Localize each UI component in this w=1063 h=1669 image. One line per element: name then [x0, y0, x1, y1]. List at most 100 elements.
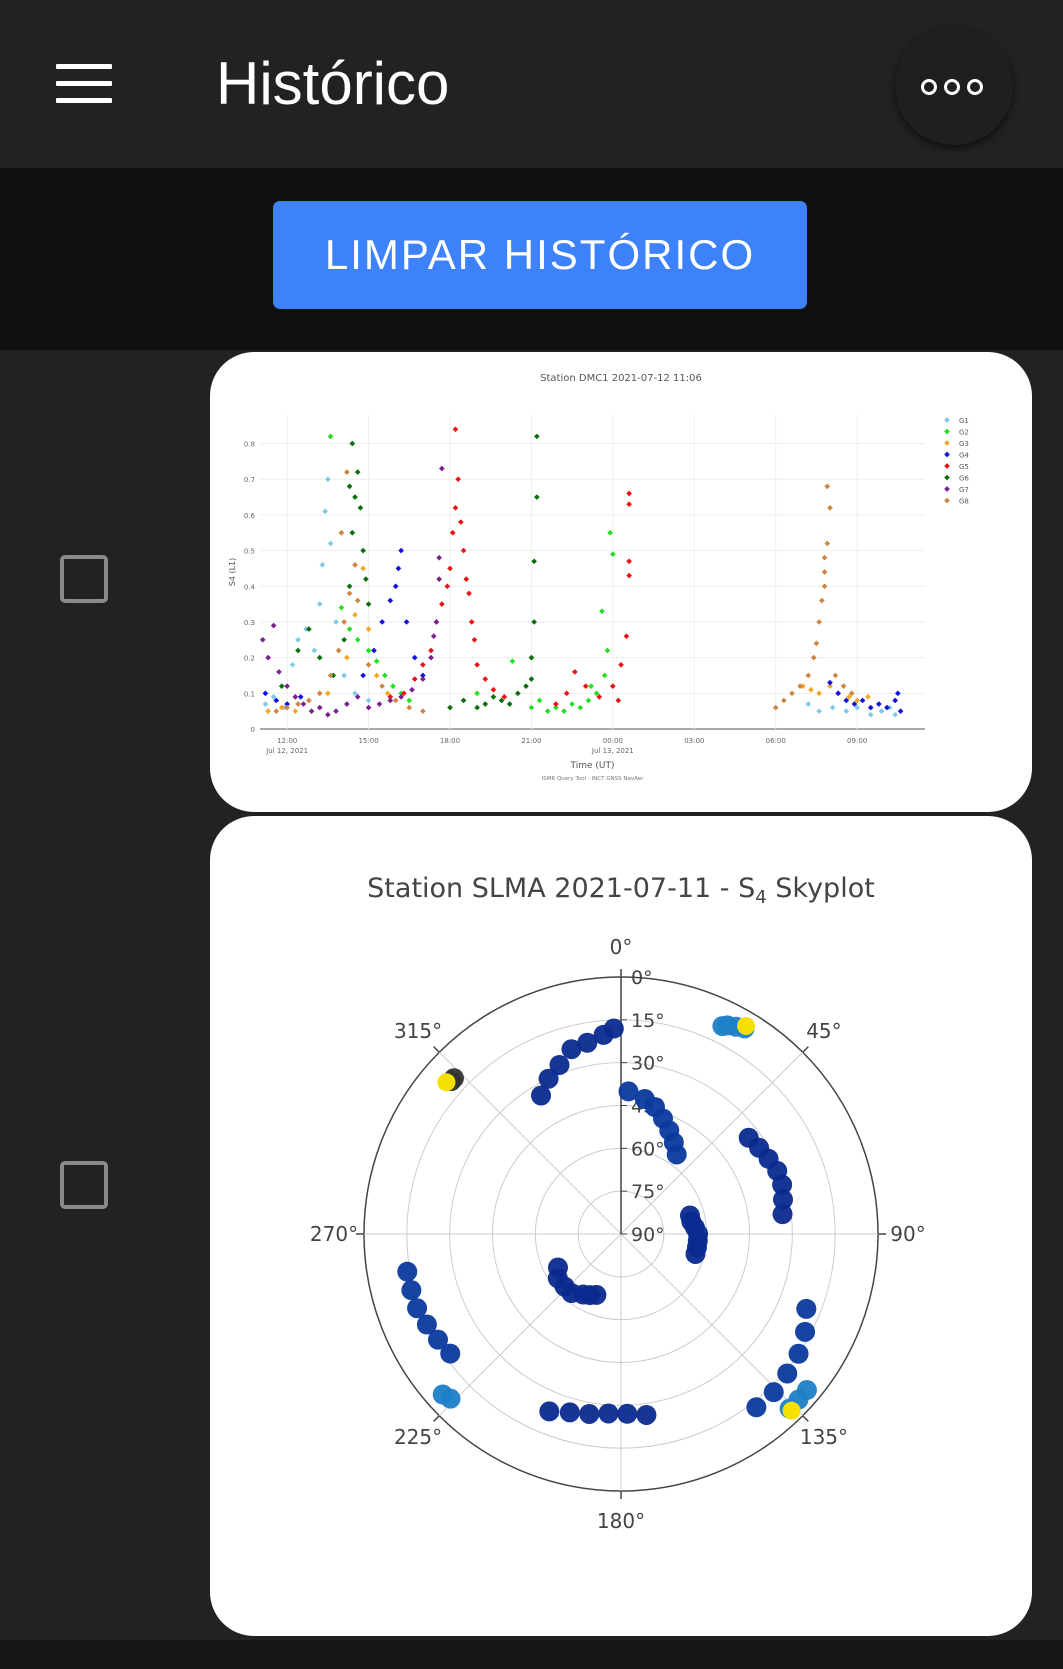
- data-point-g7: [409, 686, 415, 693]
- data-point-g6: [349, 440, 356, 447]
- data-point-g7: [300, 701, 307, 707]
- data-point-g5: [466, 590, 472, 597]
- data-point-g1: [867, 711, 874, 718]
- data-point-g6: [534, 494, 540, 500]
- satellite-point: [407, 1298, 428, 1319]
- data-point-g8: [392, 697, 399, 704]
- chart-card[interactable]: Station DMC1 2021-07-12 11:06 0 0.1 0.2 0.3 0…: [210, 352, 1032, 812]
- data-point-g8: [346, 590, 353, 597]
- data-point-g3: [325, 690, 331, 697]
- data-point-g6: [349, 529, 356, 536]
- satellite-point-high: [437, 1073, 456, 1092]
- data-point-g6: [482, 701, 489, 707]
- data-point-g6: [363, 576, 369, 582]
- satellite-point: [440, 1343, 461, 1364]
- clear-history-button[interactable]: LIMPAR HISTÓRICO: [273, 201, 807, 309]
- data-point-g1: [319, 562, 326, 568]
- data-point-g8: [824, 540, 831, 547]
- hamburger-menu-icon[interactable]: [56, 64, 112, 104]
- data-point-g2: [601, 672, 608, 679]
- data-point-g4: [867, 704, 874, 711]
- x-tick-label: 18:00: [440, 737, 460, 745]
- legend-entry: G4: [959, 452, 969, 460]
- data-point-g1: [325, 476, 331, 483]
- data-point-g3: [265, 708, 271, 714]
- data-point-g5: [626, 501, 632, 508]
- more-options-button[interactable]: [895, 27, 1013, 145]
- satellite-point-high: [782, 1401, 801, 1420]
- legend-marker: [944, 417, 950, 423]
- data-point-g1: [843, 708, 850, 714]
- data-point-g2: [553, 704, 559, 711]
- data-point-g2: [599, 608, 605, 615]
- data-point-g7: [376, 701, 383, 707]
- data-point-g8: [420, 708, 426, 714]
- data-point-g1: [327, 540, 334, 547]
- data-point-g8: [341, 619, 347, 625]
- legend-entry: G6: [959, 475, 969, 483]
- chart-title: Station DMC1 2021-07-12 11:06: [540, 373, 702, 384]
- data-point-g5: [420, 661, 426, 668]
- data-point-g2: [474, 690, 480, 697]
- data-point-g2: [346, 626, 353, 632]
- legend-marker: [944, 474, 950, 481]
- legend-marker: [944, 451, 950, 458]
- data-point-g4: [371, 647, 377, 654]
- data-point-g8: [805, 672, 812, 679]
- legend-marker: [944, 463, 950, 469]
- satellite-point: [539, 1401, 560, 1422]
- satellite-point: [603, 1018, 624, 1039]
- data-point-g8: [824, 483, 831, 490]
- data-point-g5: [447, 565, 453, 572]
- data-point-g7: [428, 654, 434, 661]
- data-point-g6: [531, 619, 537, 625]
- data-point-g4: [395, 565, 402, 572]
- satellite-point: [598, 1403, 619, 1424]
- data-point-g4: [360, 672, 366, 679]
- data-point-g8: [840, 683, 847, 690]
- data-point-g3: [865, 694, 871, 700]
- data-point-g7: [308, 708, 315, 714]
- radial-tick-label: 75°: [631, 1181, 665, 1203]
- satellite-point: [577, 1032, 598, 1053]
- data-point-g2: [354, 636, 361, 643]
- data-point-g3: [344, 654, 350, 661]
- data-point-g3: [846, 694, 852, 700]
- item-checkbox[interactable]: [60, 555, 108, 603]
- satellite-point: [795, 1321, 816, 1342]
- data-point-g4: [884, 704, 890, 711]
- data-point-g5: [452, 426, 459, 433]
- radial-tick-label: 0°: [631, 967, 653, 989]
- y-tick-label: 0.4: [244, 583, 256, 591]
- data-point-g5: [463, 576, 470, 582]
- item-checkbox[interactable]: [60, 1161, 108, 1209]
- data-point-g8: [781, 697, 787, 704]
- skyplot-card[interactable]: Station SLMA 2021-07-11 - S4 Skyplot 0° 15…: [210, 816, 1032, 1636]
- data-point-g5: [615, 697, 622, 704]
- data-point-g6: [354, 469, 361, 475]
- radial-tick-label: 15°: [631, 1010, 665, 1032]
- satellite-point: [618, 1081, 639, 1102]
- satellite-point: [796, 1298, 817, 1319]
- data-point-g8: [352, 562, 358, 568]
- angular-tick-mark: [802, 1046, 809, 1053]
- data-point-g5: [439, 601, 445, 607]
- data-point-g1: [262, 701, 269, 707]
- data-point-g3: [360, 565, 366, 572]
- history-toolbar: LIMPAR HISTÓRICO: [0, 168, 1063, 350]
- data-point-g2: [536, 697, 543, 704]
- satellite-point: [579, 1403, 600, 1424]
- data-point-g5: [626, 490, 632, 497]
- data-point-g7: [284, 683, 290, 690]
- data-point-g2: [569, 701, 575, 707]
- y-tick-label: 0.3: [244, 619, 255, 627]
- data-point-g4: [843, 697, 850, 704]
- x-tick-label: 09:00: [847, 737, 867, 745]
- data-point-g5: [610, 683, 616, 690]
- data-point-g5: [468, 619, 475, 625]
- more-dot: [944, 79, 960, 95]
- data-point-g7: [325, 711, 331, 718]
- data-point-g8: [789, 690, 795, 697]
- data-point-g5: [455, 476, 461, 483]
- data-point-g7: [433, 619, 440, 625]
